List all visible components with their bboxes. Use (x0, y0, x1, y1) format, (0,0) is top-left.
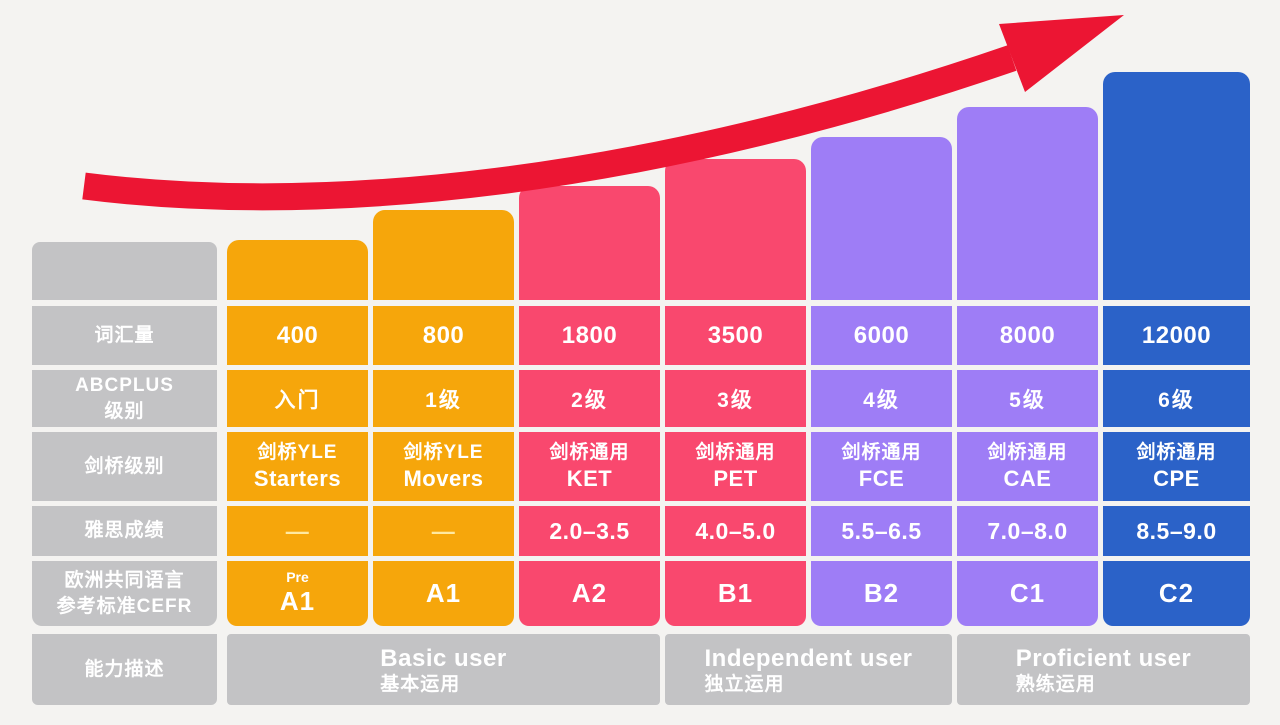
row-label-cefr-line1: 欧洲共同语言 (64, 570, 185, 592)
ability-basic-en: Basic user (380, 644, 507, 672)
vocab-cell-col3: 1800 (519, 306, 660, 365)
row-label-vocabulary: 词汇量 (32, 306, 217, 365)
ielts-cell-col3: 2.0–3.5 (519, 506, 660, 556)
abcplus-cell-col6: 5级 (957, 370, 1098, 427)
cambridge-col4-line2: PET (713, 465, 758, 491)
ability-group-independent: Independent user 独立运用 (665, 634, 952, 705)
cefr-cell-col3: A2 (519, 561, 660, 626)
cefr-cell-col6: C1 (957, 561, 1098, 626)
vocab-cell-col4: 3500 (665, 306, 806, 365)
ielts-cell-col5: 5.5–6.5 (811, 506, 952, 556)
abcplus-cell-col1: 入门 (227, 370, 368, 427)
cambridge-col4-line1: 剑桥通用 (695, 441, 776, 463)
ielts-cell-col7: 8.5–9.0 (1103, 506, 1250, 556)
bar-column-1 (227, 240, 368, 300)
cambridge-col6-line2: CAE (1003, 465, 1052, 491)
abcplus-cell-col5: 4级 (811, 370, 952, 427)
ielts-cell-col4: 4.0–5.0 (665, 506, 806, 556)
cefr-cell-col7: C2 (1103, 561, 1250, 626)
label-column-bar-top (32, 242, 217, 300)
bar-column-2 (373, 210, 514, 300)
bar-column-4 (665, 159, 806, 300)
cambridge-cell-col1: 剑桥YLE Starters (227, 432, 368, 501)
row-label-ability: 能力描述 (32, 634, 217, 705)
abcplus-cell-col7: 6级 (1103, 370, 1250, 427)
abcplus-cell-col3: 2级 (519, 370, 660, 427)
row-label-cefr: 欧洲共同语言 参考标准CEFR (32, 561, 217, 626)
ielts-cell-col2: — (373, 506, 514, 556)
row-label-cambridge: 剑桥级别 (32, 432, 217, 501)
abcplus-cell-col4: 3级 (665, 370, 806, 427)
cambridge-col1-line2: Starters (253, 465, 342, 491)
vocab-cell-col1: 400 (227, 306, 368, 365)
cambridge-col7-line2: CPE (1153, 465, 1200, 491)
cambridge-col2-line1: 剑桥YLE (403, 441, 484, 463)
vocab-cell-col2: 800 (373, 306, 514, 365)
ability-basic-zh: 基本运用 (380, 673, 461, 695)
cambridge-col7-line1: 剑桥通用 (1136, 441, 1217, 463)
cefr-cell-col5: B2 (811, 561, 952, 626)
cefr-col1-pre: Pre (286, 569, 309, 585)
ability-group-proficient: Proficient user 熟练运用 (957, 634, 1250, 705)
cambridge-col1-line1: 剑桥YLE (257, 441, 338, 463)
cambridge-cell-col6: 剑桥通用 CAE (957, 432, 1098, 501)
cambridge-cell-col4: 剑桥通用 PET (665, 432, 806, 501)
ability-basic-text: Basic user 基本运用 (380, 643, 506, 697)
row-label-abcplus-line1: ABCPLUS (75, 375, 174, 397)
cambridge-col5-line1: 剑桥通用 (841, 441, 922, 463)
ability-independent-en: Independent user (704, 644, 913, 672)
ability-proficient-zh: 熟练运用 (1015, 673, 1096, 695)
row-label-abcplus: ABCPLUS 级别 (32, 370, 217, 427)
ability-independent-zh: 独立运用 (704, 673, 785, 695)
row-label-cefr-line2: 参考标准CEFR (56, 595, 193, 617)
vocab-cell-col7: 12000 (1103, 306, 1250, 365)
row-label-ielts: 雅思成绩 (32, 506, 217, 556)
cambridge-col5-line2: FCE (858, 465, 905, 491)
cambridge-col2-line2: Movers (403, 465, 484, 491)
cambridge-col6-line1: 剑桥通用 (987, 441, 1068, 463)
ability-proficient-en: Proficient user (1015, 644, 1192, 672)
cambridge-col3-line2: KET (566, 465, 613, 491)
bar-column-3 (519, 186, 660, 300)
cefr-cell-col1: Pre A1 (227, 561, 368, 626)
cefr-col1-level: A1 (279, 586, 316, 616)
cefr-cell-col4: B1 (665, 561, 806, 626)
cambridge-cell-col5: 剑桥通用 FCE (811, 432, 952, 501)
cambridge-cell-col2: 剑桥YLE Movers (373, 432, 514, 501)
ability-independent-text: Independent user 独立运用 (704, 643, 912, 697)
bar-column-6 (957, 107, 1098, 300)
cambridge-col3-line1: 剑桥通用 (549, 441, 630, 463)
ability-proficient-text: Proficient user 熟练运用 (1016, 643, 1192, 697)
abcplus-cell-col2: 1级 (373, 370, 514, 427)
bar-column-5 (811, 137, 952, 300)
cambridge-cell-col3: 剑桥通用 KET (519, 432, 660, 501)
row-label-abcplus-line2: 级别 (104, 400, 145, 422)
ielts-cell-col1: — (227, 506, 368, 556)
vocab-cell-col6: 8000 (957, 306, 1098, 365)
bar-column-7 (1103, 72, 1250, 300)
cefr-cell-col2: A1 (373, 561, 514, 626)
vocab-cell-col5: 6000 (811, 306, 952, 365)
ielts-cell-col6: 7.0–8.0 (957, 506, 1098, 556)
ability-group-basic: Basic user 基本运用 (227, 634, 660, 705)
cambridge-cell-col7: 剑桥通用 CPE (1103, 432, 1250, 501)
